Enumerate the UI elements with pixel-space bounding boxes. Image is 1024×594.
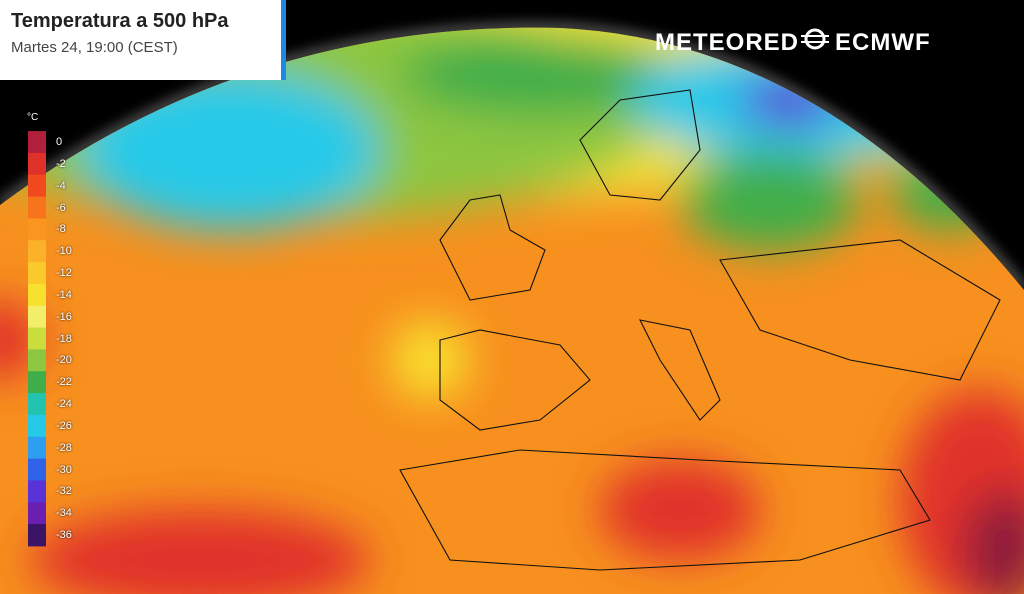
- legend-tick-label: -30: [56, 463, 72, 476]
- legend-swatch: [28, 240, 46, 263]
- title-box: Temperatura a 500 hPa Martes 24, 19:00 (…: [0, 0, 286, 80]
- legend-tick-label: -8: [56, 223, 66, 236]
- ecmwf-logo: ECMWF: [835, 28, 931, 56]
- legend-swatch: [28, 393, 46, 416]
- legend-swatch: [28, 524, 46, 547]
- title: Temperatura a 500 hPa: [11, 10, 229, 32]
- legend-tick-label: -16: [56, 310, 72, 323]
- legend-tick-label: -28: [56, 441, 72, 454]
- legend-tick-label: -12: [56, 267, 72, 279]
- brand: METEORED ECMWF: [655, 28, 931, 57]
- legend-swatch: [28, 283, 46, 307]
- legend-tick-label: -4: [56, 179, 66, 192]
- meteored-logo: METEORED: [655, 28, 800, 56]
- legend-tick-label: -10: [56, 245, 72, 258]
- ecmwf-symbol: [799, 28, 835, 57]
- legend-tick-label: -22: [56, 376, 72, 389]
- legend-tick-label: -32: [56, 485, 72, 498]
- coastlines: [399, 89, 1001, 571]
- legend-bar: [28, 131, 46, 547]
- legend-swatch: [28, 174, 46, 198]
- legend-tick-label: -14: [56, 288, 72, 301]
- legend-swatch: [28, 196, 46, 219]
- legend-swatch: [28, 502, 46, 525]
- legend-swatch: [28, 131, 46, 154]
- legend-swatch: [28, 480, 46, 503]
- legend-tick-label: -24: [56, 398, 72, 410]
- ecmwf-icon: [801, 28, 830, 50]
- legend-swatch: [28, 152, 46, 176]
- legend-swatch: [28, 371, 46, 394]
- legend-unit: °C: [27, 112, 39, 123]
- legend-tick-label: -34: [56, 507, 72, 520]
- legend-swatch: [28, 458, 46, 481]
- legend-tick-label: -20: [56, 354, 72, 367]
- legend-swatch: [28, 436, 46, 460]
- legend-swatch: [28, 327, 46, 350]
- legend: °C 0 -2 -4 -6 -8 -10 -12 -14 -16 -18 -20 -22 -24 -26 -…: [22, 112, 78, 552]
- subtitle: Martes 24, 19:00 (CEST): [11, 39, 178, 56]
- legend-swatch: [28, 218, 46, 241]
- legend-swatch: [28, 305, 46, 329]
- legend-swatch: [28, 414, 46, 438]
- legend-tick-label: -2: [56, 157, 66, 170]
- legend-tick-label: -36: [56, 529, 72, 541]
- legend-swatch: [28, 262, 46, 285]
- legend-tick-label: 0: [56, 136, 63, 148]
- legend-tick-label: -18: [56, 332, 72, 345]
- legend-swatch: [28, 349, 46, 372]
- legend-tick-label: -26: [56, 419, 72, 432]
- legend-tick-label: -6: [56, 201, 66, 214]
